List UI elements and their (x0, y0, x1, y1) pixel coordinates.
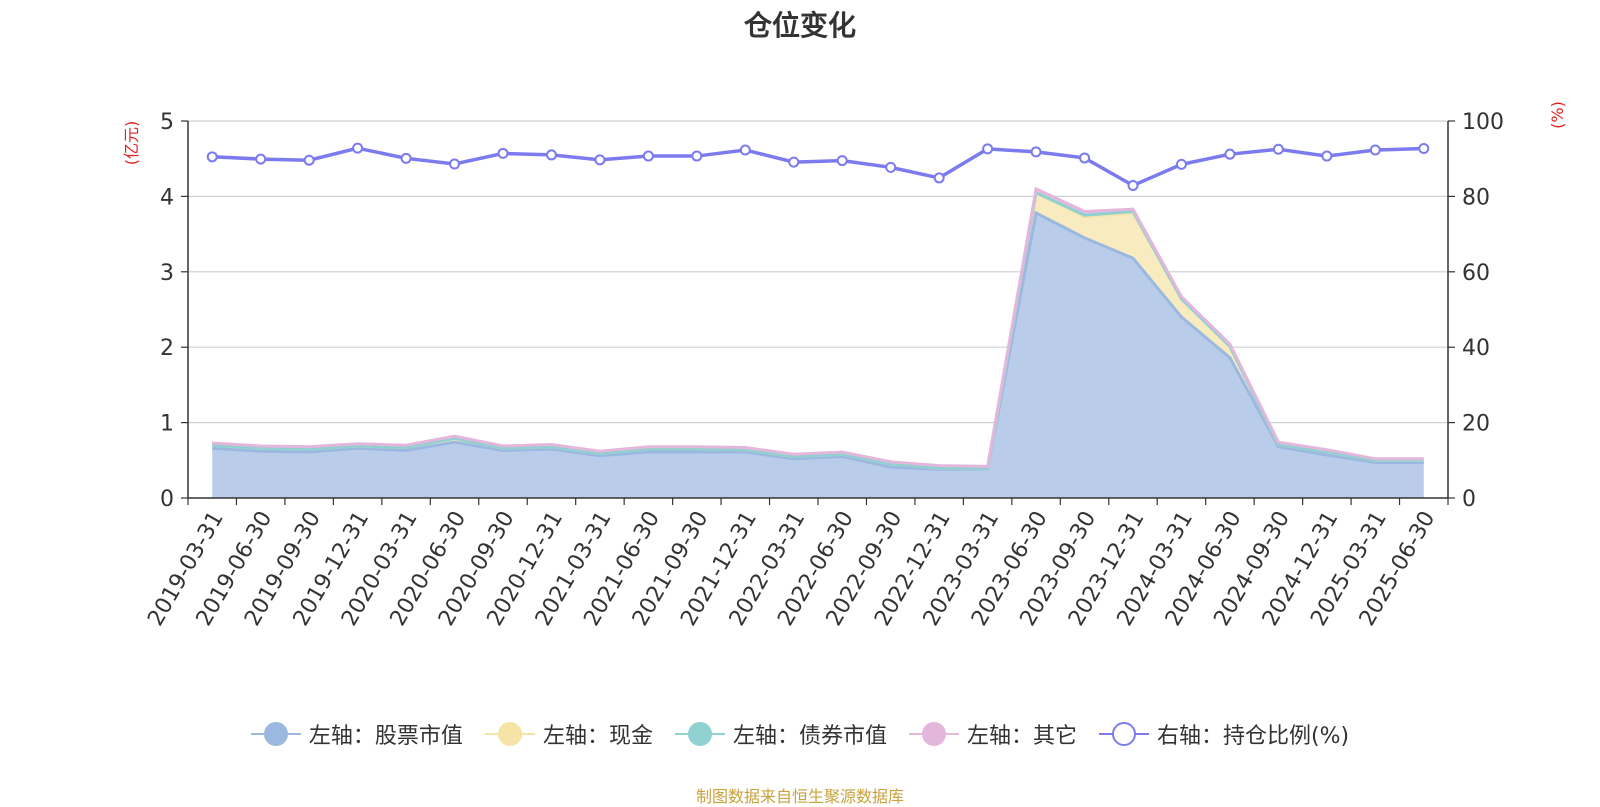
right-axis-tick-label: 20 (1462, 412, 1490, 437)
ratio-point (836, 155, 848, 167)
right-axis-tick-label: 100 (1462, 110, 1504, 135)
ratio-point (1030, 146, 1042, 158)
ratio-point (1224, 148, 1236, 160)
chart-title: 仓位变化 (743, 9, 856, 42)
legend-dot (263, 722, 288, 746)
area-edge-line (212, 210, 1424, 471)
ratio-line (212, 146, 1424, 188)
legend-marker-icon (484, 722, 535, 746)
ratio-point (1272, 143, 1284, 155)
legend-item[interactable]: 左轴：债券市值 (674, 718, 887, 750)
left-axis-tick-label: 4 (160, 185, 174, 210)
right-axis-tick-label: 60 (1462, 261, 1490, 286)
right-axis-tick-label: 40 (1462, 336, 1490, 361)
ratio-point (788, 156, 800, 168)
right-axis-unit-label: (%) (1548, 101, 1567, 129)
left-axis-tick-label: 5 (160, 110, 174, 135)
area-edge-line (212, 190, 1424, 470)
axis-labels: (亿元) (%) (122, 101, 1567, 165)
legend-item[interactable]: 左轴：股票市值 (250, 718, 463, 750)
area-fill (212, 212, 1424, 499)
ratio-point (1321, 150, 1333, 162)
ratio-point (1418, 143, 1430, 155)
right-axis-tick-label: 0 (1462, 487, 1476, 512)
legend-item[interactable]: 左轴：其它 (908, 718, 1077, 750)
ratio-point (691, 150, 703, 162)
ratio-point (739, 144, 751, 156)
ratio-point (400, 152, 412, 164)
ratio-point (1079, 152, 1091, 164)
ratio-point (497, 147, 509, 159)
legend-label: 右轴：持仓比例(%) (1156, 724, 1350, 749)
legend-dot (497, 722, 522, 746)
axes: 0 01 202 403 604 805 1002019-03-312019-06-3020… (143, 110, 1504, 630)
ratio-point (1175, 158, 1187, 170)
data-source-note: 制图数据来自恒生聚源数据库 (695, 787, 904, 806)
chart-legend: 左轴：股票市值 左轴：现金 左轴：债券市值 左轴：其它 右轴：持仓比例(%) (0, 718, 1600, 750)
legend-item[interactable]: 右轴：持仓比例(%) (1098, 718, 1350, 750)
left-axis-tick-label: 0 (160, 487, 174, 512)
legend-marker-icon (908, 722, 959, 746)
ratio-point (982, 143, 994, 155)
ratio-point (303, 154, 315, 166)
legend-marker-icon (1098, 722, 1149, 746)
right-axis-tick-label: 80 (1462, 185, 1490, 210)
left-axis-unit-label: (亿元) (122, 121, 141, 166)
legend-marker-icon (250, 722, 301, 746)
ratio-point (933, 172, 945, 184)
legend-label: 左轴：股票市值 (308, 724, 463, 749)
area-edge-line (212, 186, 1424, 468)
ratio-point (449, 158, 461, 170)
ratio-line-series (206, 142, 1430, 191)
legend-dot (921, 722, 946, 746)
legend-label: 左轴：现金 (542, 724, 653, 749)
legend-dot (1111, 722, 1136, 746)
ratio-point (642, 150, 654, 162)
left-axis-tick-label: 1 (160, 412, 174, 437)
ratio-point (545, 149, 557, 161)
ratio-point (885, 161, 897, 173)
ratio-point (594, 154, 606, 166)
grid-lines (188, 120, 1448, 424)
ratio-point (255, 153, 267, 165)
ratio-point (1127, 179, 1139, 191)
left-axis-tick-label: 3 (160, 261, 174, 286)
ratio-point (206, 151, 218, 163)
legend-label: 左轴：其它 (966, 724, 1077, 749)
legend-dot (687, 722, 712, 746)
legend-item[interactable]: 左轴：现金 (484, 718, 653, 750)
ratio-point (352, 142, 364, 154)
ratio-point (1369, 144, 1381, 156)
left-axis-tick-label: 2 (160, 336, 174, 361)
stacked-areas (212, 186, 1424, 499)
legend-label: 左轴：债券市值 (732, 724, 887, 749)
legend-marker-icon (674, 722, 725, 746)
